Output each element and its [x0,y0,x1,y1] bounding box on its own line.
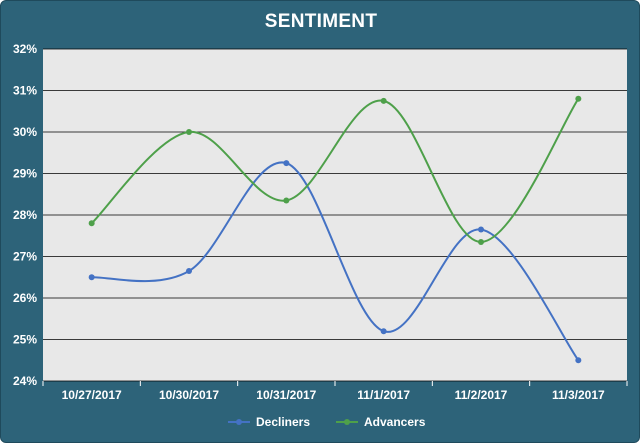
y-tick-label: 31% [13,84,37,98]
data-point-advancers[interactable] [186,129,192,135]
legend-swatch-marker [236,419,242,425]
y-tick-label: 26% [13,291,37,305]
x-tick-label: 11/2/2017 [455,388,508,402]
y-tick-label: 25% [13,333,37,347]
data-point-advancers[interactable] [88,220,95,227]
data-point-decliners[interactable] [88,274,95,281]
legend-swatch-marker [344,419,350,425]
data-point-advancers[interactable] [575,95,582,102]
y-axis-ticks: 24% 25% 26% 27% 28% 29% 30% 31% 32% [13,42,37,388]
data-point-decliners[interactable] [380,328,387,335]
data-point-advancers[interactable] [283,197,290,204]
x-axis-ticks: 10/27/2017 10/30/2017 10/31/2017 11/1/2017 1… [42,381,628,402]
x-tick-label: 10/30/2017 [159,388,219,402]
y-tick-label: 27% [13,250,37,264]
legend-label-advancers: Advancers [364,415,426,429]
data-point-decliners[interactable] [186,268,192,275]
legend: Decliners Advancers [228,415,426,429]
chart-title: SENTIMENT [264,11,378,32]
legend-label-decliners: Decliners [256,415,310,429]
series-group [88,95,582,364]
x-tick-label: 10/27/2017 [62,388,122,402]
data-point-decliners[interactable] [575,357,582,364]
data-point-decliners[interactable] [478,226,484,233]
y-tick-label: 29% [13,167,37,181]
y-tick-label: 30% [13,125,37,139]
y-tick-label: 24% [13,374,37,388]
x-tick-label: 10/31/2017 [256,388,316,402]
data-point-advancers[interactable] [478,238,484,245]
data-point-decliners[interactable] [283,160,290,167]
y-tick-label: 32% [13,42,37,56]
x-tick-label: 11/1/2017 [357,388,410,402]
y-tick-label: 28% [13,208,37,222]
data-point-advancers[interactable] [380,97,387,104]
x-tick-label: 11/3/2017 [552,388,605,402]
